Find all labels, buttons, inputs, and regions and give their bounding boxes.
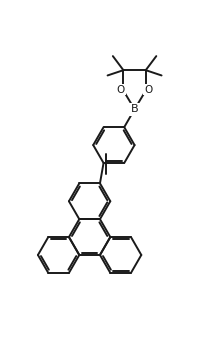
Text: B: B bbox=[131, 104, 138, 114]
Text: O: O bbox=[144, 85, 152, 95]
Text: O: O bbox=[117, 85, 125, 95]
